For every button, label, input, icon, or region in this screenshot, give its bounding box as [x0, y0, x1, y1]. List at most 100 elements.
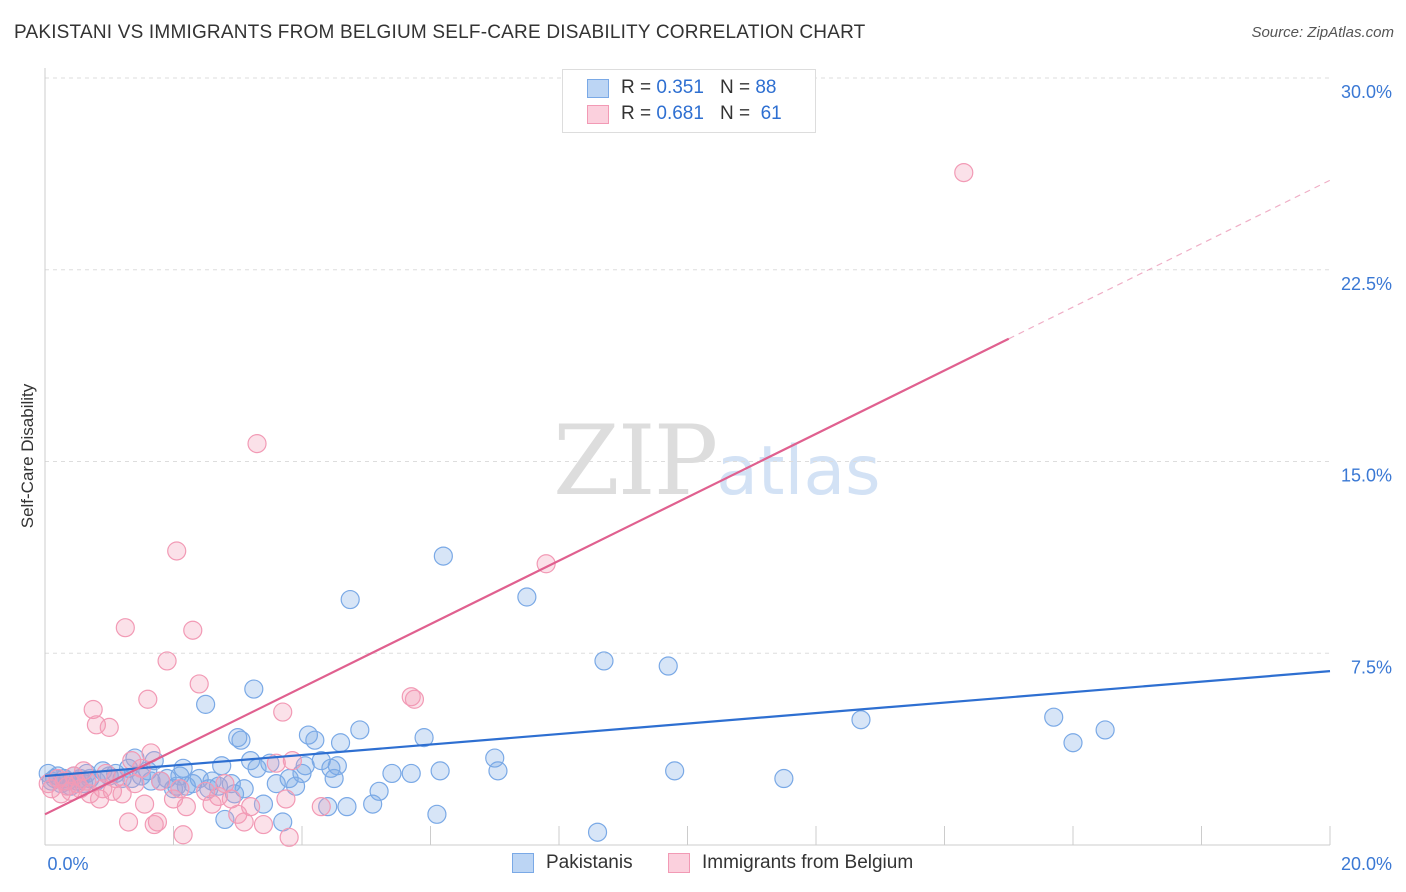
point-pakistanis [1044, 707, 1064, 727]
bottom-legend-swatch-pakistanis [512, 853, 534, 873]
point-pakistanis [292, 763, 312, 784]
point-belgium [112, 784, 132, 804]
source-credit: Source: ZipAtlas.com [1251, 24, 1394, 41]
point-belgium [147, 812, 168, 832]
point-pakistanis [517, 587, 537, 607]
point-belgium [151, 771, 171, 791]
point-pakistanis [324, 768, 344, 789]
point-pakistanis [1095, 720, 1115, 740]
point-belgium [241, 797, 261, 817]
point-pakistanis [369, 781, 389, 801]
y-tick-label: 30.0% [1341, 82, 1392, 102]
grid-lines [45, 77, 1330, 654]
point-belgium [173, 825, 193, 845]
trend-line-belgium-extension [1008, 179, 1331, 340]
point-pakistanis [658, 656, 678, 676]
point-belgium [115, 618, 135, 638]
point-pakistanis [340, 589, 360, 610]
point-pakistanis [215, 809, 235, 830]
y-tick-label: 15.0% [1341, 466, 1392, 486]
point-pakistanis [221, 774, 241, 794]
legend-r-label: R = [621, 103, 652, 124]
point-pakistanis [433, 546, 453, 566]
legend-n-label: N = [719, 77, 751, 98]
legend-r-value: 0.681 [656, 103, 704, 124]
point-belgium [276, 789, 296, 809]
point-belgium [157, 651, 177, 671]
bottom-legend-swatch-belgium [668, 853, 690, 873]
point-belgium [138, 689, 158, 709]
point-pakistanis [774, 768, 794, 789]
point-pakistanis [1063, 733, 1083, 753]
tick-labels: 7.5% 15.0% 22.5% 30.0% 0.0% 20.0% [47, 82, 1392, 874]
bottom-legend-label-pakistanis: Pakistanis [546, 852, 633, 873]
point-belgium [311, 797, 331, 817]
point-pakistanis [266, 774, 286, 794]
point-pakistanis [488, 761, 508, 781]
point-pakistanis [594, 651, 614, 671]
watermark: ZIPatlas [553, 405, 881, 517]
point-pakistanis [337, 797, 357, 817]
point-belgium [96, 763, 116, 784]
legend-n-value: 88 [755, 77, 777, 98]
point-pakistanis [485, 748, 505, 768]
point-pakistanis [305, 730, 325, 750]
point-pakistanis [851, 710, 871, 730]
point-belgium [118, 812, 139, 832]
point-belgium [202, 794, 222, 814]
point-pakistanis [173, 758, 193, 778]
point-belgium [73, 761, 94, 781]
correlation-legend: R = 0.351 N = 88 R = 0.681 N = 61 [562, 69, 816, 133]
point-belgium [134, 794, 155, 814]
bottom-legend-belgium: Immigrants from Belgium [668, 852, 913, 874]
point-belgium [189, 674, 209, 694]
y-tick-label: 7.5% [1351, 657, 1392, 677]
point-pakistanis [234, 779, 254, 799]
point-pakistanis [330, 733, 351, 753]
chart-title: PAKISTANI VS IMMIGRANTS FROM BELGIUM SEL… [14, 22, 866, 43]
point-belgium [247, 434, 267, 454]
point-pakistanis [298, 725, 319, 745]
data-points [38, 162, 1115, 847]
point-belgium [401, 687, 421, 707]
legend-swatch-belgium [587, 104, 609, 124]
point-pakistanis [224, 784, 245, 804]
point-belgium [183, 620, 203, 640]
legend-swatch-pakistanis [587, 78, 609, 98]
legend-n-label: N = [719, 103, 751, 124]
trend-lines [44, 179, 1331, 816]
bottom-legend-label-belgium: Immigrants from Belgium [702, 852, 914, 873]
point-pakistanis [318, 797, 338, 817]
x-tick-label: 20.0% [1341, 854, 1392, 874]
y-tick-label: 22.5% [1341, 274, 1392, 294]
point-belgium [167, 541, 187, 561]
point-belgium [99, 717, 119, 737]
point-pakistanis [665, 761, 685, 781]
point-pakistanis [587, 822, 608, 842]
point-pakistanis [327, 756, 347, 776]
legend-row-pakistanis: R = 0.351 N = 88 [587, 76, 776, 100]
legend-r-label: R = [621, 77, 652, 98]
legend-n-value: 61 [760, 103, 782, 124]
point-pakistanis [141, 771, 161, 791]
point-belgium [170, 779, 190, 799]
watermark-atlas: atlas [716, 432, 881, 511]
point-pakistanis [427, 804, 447, 824]
point-belgium [279, 827, 299, 847]
point-belgium [273, 702, 293, 722]
point-pakistanis [244, 679, 264, 699]
trend-line-pakistanis [44, 670, 1331, 778]
point-belgium [266, 753, 286, 773]
watermark-zip: ZIP [553, 405, 718, 517]
point-belgium [954, 162, 974, 183]
legend-r-value: 0.351 [656, 77, 704, 98]
point-pakistanis [196, 694, 216, 714]
point-belgium [176, 797, 196, 817]
point-belgium [144, 814, 164, 835]
point-pakistanis [212, 756, 232, 776]
point-pakistanis [430, 761, 450, 781]
point-belgium [404, 689, 425, 709]
point-pakistanis [228, 728, 248, 748]
point-pakistanis [382, 763, 402, 784]
